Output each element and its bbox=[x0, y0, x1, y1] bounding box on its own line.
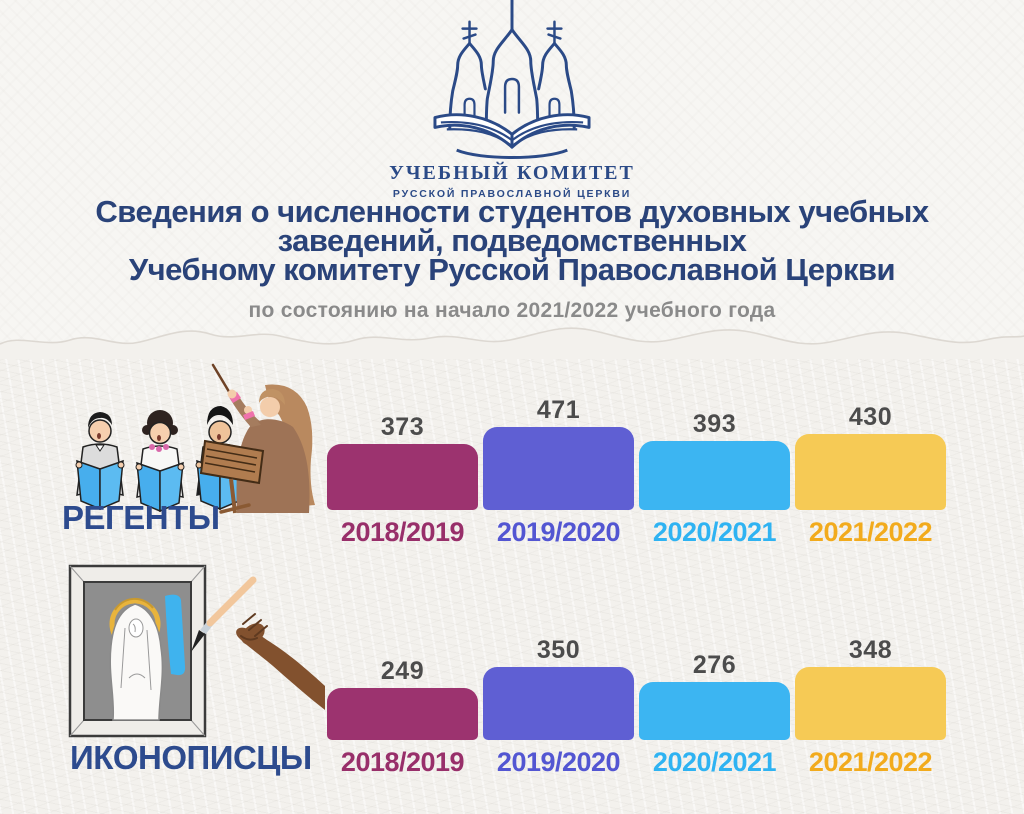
chart-title: ИКОНОПИСЦЫ bbox=[70, 739, 312, 776]
org-name: УЧЕБНЫЙ КОМИТЕТ bbox=[389, 162, 635, 184]
bar-2021/2022: 430 bbox=[795, 403, 946, 510]
torn-paper-edge bbox=[0, 327, 1024, 359]
bar-2019/2020: 350 bbox=[483, 636, 634, 740]
title-line-1: Сведения о численности студентов духовны… bbox=[95, 194, 929, 229]
title-line-2: заведений, подведомственных bbox=[277, 223, 747, 258]
infographic-title: Сведения о численности студентов духовны… bbox=[0, 194, 1024, 287]
uchkom-logo: УЧЕБНЫЙ КОМИТЕТ РУССКОЙ ПРАВОСЛАВНОЙ ЦЕР… bbox=[372, 0, 652, 200]
bar-value-label: 348 bbox=[848, 636, 893, 664]
org-subname: РУССКОЙ ПРАВОСЛАВНОЙ ЦЕРКВИ bbox=[392, 188, 632, 200]
icon-painting-hand-illustration bbox=[68, 564, 325, 738]
bars-row: 373 2018/2019 471 2019/2020 393 2020/2021 430 2… bbox=[327, 396, 946, 548]
bar-chart-regents: 373 2018/2019 471 2019/2020 393 2020/2021 430 2… bbox=[327, 396, 946, 548]
bar-value-label: 430 bbox=[848, 403, 893, 431]
orthodox-church-on-open-book-icon bbox=[433, 0, 591, 159]
bar-column: 276 2020/2021 bbox=[639, 651, 790, 778]
bar-category-label: 2021/2022 bbox=[808, 517, 933, 547]
bar-column: 350 2019/2020 bbox=[483, 636, 634, 778]
choir-singers-and-conductor-illustration bbox=[75, 363, 315, 514]
bar-2018/2019: 249 bbox=[327, 657, 478, 740]
bar-category-label: 2018/2019 bbox=[340, 747, 465, 777]
bars-row: 249 2018/2019 350 2019/2020 276 2020/2021 348 2… bbox=[327, 636, 946, 778]
bar-2018/2019: 373 bbox=[327, 413, 478, 510]
bar-column: 373 2018/2019 bbox=[327, 413, 478, 548]
bar-2020/2021: 276 bbox=[639, 651, 790, 740]
bar-value-label: 471 bbox=[536, 396, 581, 424]
bar-category-label: 2021/2022 bbox=[808, 747, 933, 777]
bar-category-label: 2020/2021 bbox=[652, 747, 777, 777]
bar-value-label: 249 bbox=[380, 657, 425, 685]
bar-category-label: 2020/2021 bbox=[652, 517, 777, 547]
bar-column: 348 2021/2022 bbox=[795, 636, 946, 778]
bar-chart-iconographers: 249 2018/2019 350 2019/2020 276 2020/2021 348 2… bbox=[327, 636, 946, 778]
title-line-3: Учебному комитету Русской Православной Ц… bbox=[128, 252, 896, 287]
bar-column: 471 2019/2020 bbox=[483, 396, 634, 548]
bar-category-label: 2019/2020 bbox=[496, 747, 621, 777]
bar-value-label: 393 bbox=[692, 410, 737, 438]
bar-2019/2020: 471 bbox=[483, 396, 634, 510]
bar-category-label: 2018/2019 bbox=[340, 517, 465, 547]
bar-column: 393 2020/2021 bbox=[639, 410, 790, 548]
bar-column: 430 2021/2022 bbox=[795, 403, 946, 548]
chart-title: РЕГЕНТЫ bbox=[62, 499, 220, 536]
bar-2020/2021: 393 bbox=[639, 410, 790, 510]
bar-value-label: 276 bbox=[692, 651, 737, 679]
bar-value-label: 373 bbox=[380, 413, 425, 441]
bar-2021/2022: 348 bbox=[795, 636, 946, 740]
bar-value-label: 350 bbox=[536, 636, 581, 664]
infographic-subtitle: по состоянию на начало 2021/2022 учебног… bbox=[248, 299, 776, 322]
bar-category-label: 2019/2020 bbox=[496, 517, 621, 547]
bar-column: 249 2018/2019 bbox=[327, 657, 478, 778]
